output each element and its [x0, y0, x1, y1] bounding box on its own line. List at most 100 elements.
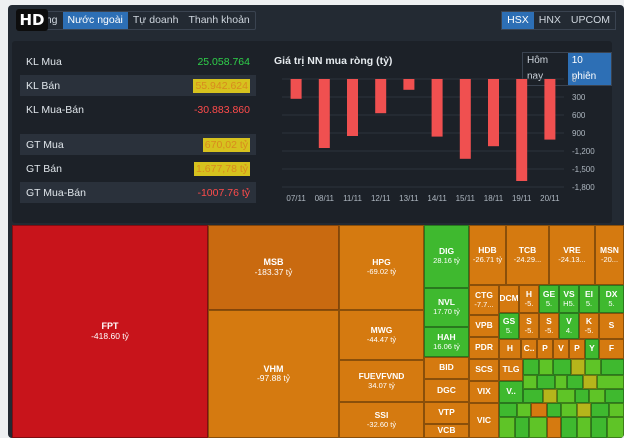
treemap-tile-bid[interactable]: BID: [424, 357, 469, 379]
bar[interactable]: [488, 79, 499, 147]
exchange-hnx[interactable]: HNX: [538, 14, 561, 26]
treemap-tile-small[interactable]: [529, 417, 547, 438]
treemap-tile-small[interactable]: [543, 389, 557, 403]
tab-foreign[interactable]: Nước ngoài: [62, 12, 128, 29]
treemap-tile-small[interactable]: [583, 375, 597, 389]
treemap-tile-small[interactable]: [577, 403, 591, 417]
treemap-tile-vre[interactable]: VRE -24.13...: [549, 225, 595, 285]
treemap-tile-small[interactable]: [575, 389, 589, 403]
treemap-tile-p[interactable]: P: [569, 339, 585, 359]
treemap-tile-small[interactable]: [557, 389, 575, 403]
tab-today[interactable]: Hôm nay: [527, 55, 549, 82]
tab-10-sessions[interactable]: 10 phiên: [567, 53, 611, 85]
treemap-tile-small[interactable]: [547, 403, 561, 417]
tab-proprietary[interactable]: Tự doanh: [132, 14, 179, 26]
treemap-tile-s[interactable]: S: [599, 313, 624, 339]
treemap-tile-scs[interactable]: SCS: [469, 359, 499, 381]
treemap-tile-tlg[interactable]: TLG: [499, 359, 523, 381]
bar[interactable]: [375, 79, 387, 114]
treemap-tile-small[interactable]: [523, 375, 537, 389]
treemap-tile-ctg[interactable]: CTG -7.7...: [469, 285, 499, 315]
treemap-tile-fpt[interactable]: FPT -418.60 tỷ: [12, 225, 208, 438]
treemap-tile-small[interactable]: [561, 417, 577, 438]
treemap-tile-small[interactable]: [555, 375, 567, 389]
treemap-tile-s[interactable]: S -5.: [539, 313, 559, 339]
treemap-tile-small[interactable]: [585, 359, 601, 375]
treemap-tile-vpb[interactable]: VPB: [469, 315, 499, 337]
treemap-tile-hah[interactable]: HAH 16.06 tỷ: [424, 327, 469, 357]
treemap-tile-y[interactable]: Y: [585, 339, 599, 359]
treemap-tile-vic[interactable]: VIC: [469, 403, 499, 438]
treemap-tile-c[interactable]: C..: [521, 339, 537, 359]
treemap-tile-small[interactable]: [609, 403, 624, 417]
treemap-tile-vcb[interactable]: VCB: [424, 424, 469, 438]
treemap-tile-hdb[interactable]: HDB -26.71 tỷ: [469, 225, 506, 285]
treemap-tile-small[interactable]: [567, 375, 583, 389]
treemap-tile-f[interactable]: F: [599, 339, 624, 359]
treemap-tile-small[interactable]: [571, 359, 585, 375]
treemap-tile-pdr[interactable]: PDR: [469, 337, 499, 359]
treemap-tile-small[interactable]: [607, 417, 624, 438]
treemap-tile-small[interactable]: [523, 359, 539, 375]
treemap-tile-ei[interactable]: EI 5.: [579, 285, 599, 313]
treemap-tile-hpg[interactable]: HPG -69.02 tỷ: [339, 225, 424, 310]
treemap-tile-msn[interactable]: MSN -20...: [595, 225, 624, 285]
exchange-hsx[interactable]: HSX: [502, 12, 534, 29]
treemap-tile-fuevfvnd[interactable]: FUEVFVND 34.07 tỷ: [339, 360, 424, 402]
tile-ticker: H: [525, 288, 533, 299]
bar[interactable]: [290, 79, 302, 99]
treemap-tile-k[interactable]: K -5.: [579, 313, 599, 339]
bar[interactable]: [318, 79, 330, 148]
treemap-tile-v[interactable]: V: [553, 339, 569, 359]
treemap-tile-small[interactable]: [561, 403, 577, 417]
treemap-tile-small[interactable]: [601, 359, 624, 375]
treemap-tile-dgc[interactable]: DGC: [424, 379, 469, 402]
bar[interactable]: [403, 79, 415, 90]
treemap-tile-gs[interactable]: GS 5.: [499, 313, 519, 339]
bar[interactable]: [431, 79, 443, 137]
treemap-tile-vtp[interactable]: VTP: [424, 402, 469, 424]
treemap-tile-ge[interactable]: GE 5.: [539, 285, 559, 313]
treemap-tile-small[interactable]: [499, 417, 515, 438]
treemap-tile-small[interactable]: [537, 375, 555, 389]
treemap-tile-vs[interactable]: VS H5.: [559, 285, 579, 313]
treemap-tile-tcb[interactable]: TCB -24.29...: [506, 225, 549, 285]
bar[interactable]: [459, 79, 471, 159]
treemap-tile-p[interactable]: P: [537, 339, 553, 359]
treemap-tile-small[interactable]: [547, 417, 561, 438]
treemap-tile-dcm[interactable]: DCM: [499, 285, 519, 313]
treemap-tile-v[interactable]: V 4.: [559, 313, 579, 339]
treemap-tile-small[interactable]: [577, 417, 591, 438]
treemap-tile-small[interactable]: [591, 403, 609, 417]
treemap-tile-small[interactable]: [597, 375, 624, 389]
treemap-tile-small[interactable]: [523, 389, 543, 403]
treemap-tile-vix[interactable]: VIX: [469, 381, 499, 403]
treemap-tile-small[interactable]: [591, 417, 607, 438]
treemap-tile-h[interactable]: H -5.: [519, 285, 539, 313]
treemap-tile-ssi[interactable]: SSI -32.60 tỷ: [339, 402, 424, 438]
treemap-tile-small[interactable]: [589, 389, 605, 403]
treemap-tile-vhm[interactable]: VHM -97.88 tỷ: [208, 310, 339, 438]
tile-ticker: VS: [563, 288, 575, 299]
tab-liquidity[interactable]: Thanh khoản: [188, 14, 250, 26]
treemap-tile-msb[interactable]: MSB -183.37 tỷ: [208, 225, 339, 310]
treemap-tile-v[interactable]: V..: [499, 381, 523, 403]
treemap-tile-s[interactable]: S -5.: [519, 313, 539, 339]
treemap-tile-small[interactable]: [517, 403, 531, 417]
treemap-tile-small[interactable]: [499, 403, 517, 417]
treemap-tile-small[interactable]: [539, 359, 553, 375]
bar[interactable]: [347, 79, 358, 136]
treemap-tile-nvl[interactable]: NVL 17.70 tỷ: [424, 288, 469, 327]
bar[interactable]: [544, 79, 556, 140]
treemap-tile-small[interactable]: [553, 359, 571, 375]
exchange-upcom[interactable]: UPCOM: [570, 14, 610, 26]
bar[interactable]: [516, 79, 528, 181]
stat-value: 670,02 tỷ: [202, 137, 250, 152]
treemap-tile-dx[interactable]: DX 5.: [599, 285, 624, 313]
treemap-tile-dig[interactable]: DIG 28.16 tỷ: [424, 225, 469, 288]
treemap-tile-mwg[interactable]: MWG -44.47 tỷ: [339, 310, 424, 360]
treemap-tile-small[interactable]: [515, 417, 529, 438]
treemap-tile-h[interactable]: H: [499, 339, 521, 359]
treemap-tile-small[interactable]: [605, 389, 624, 403]
treemap-tile-small[interactable]: [531, 403, 547, 417]
